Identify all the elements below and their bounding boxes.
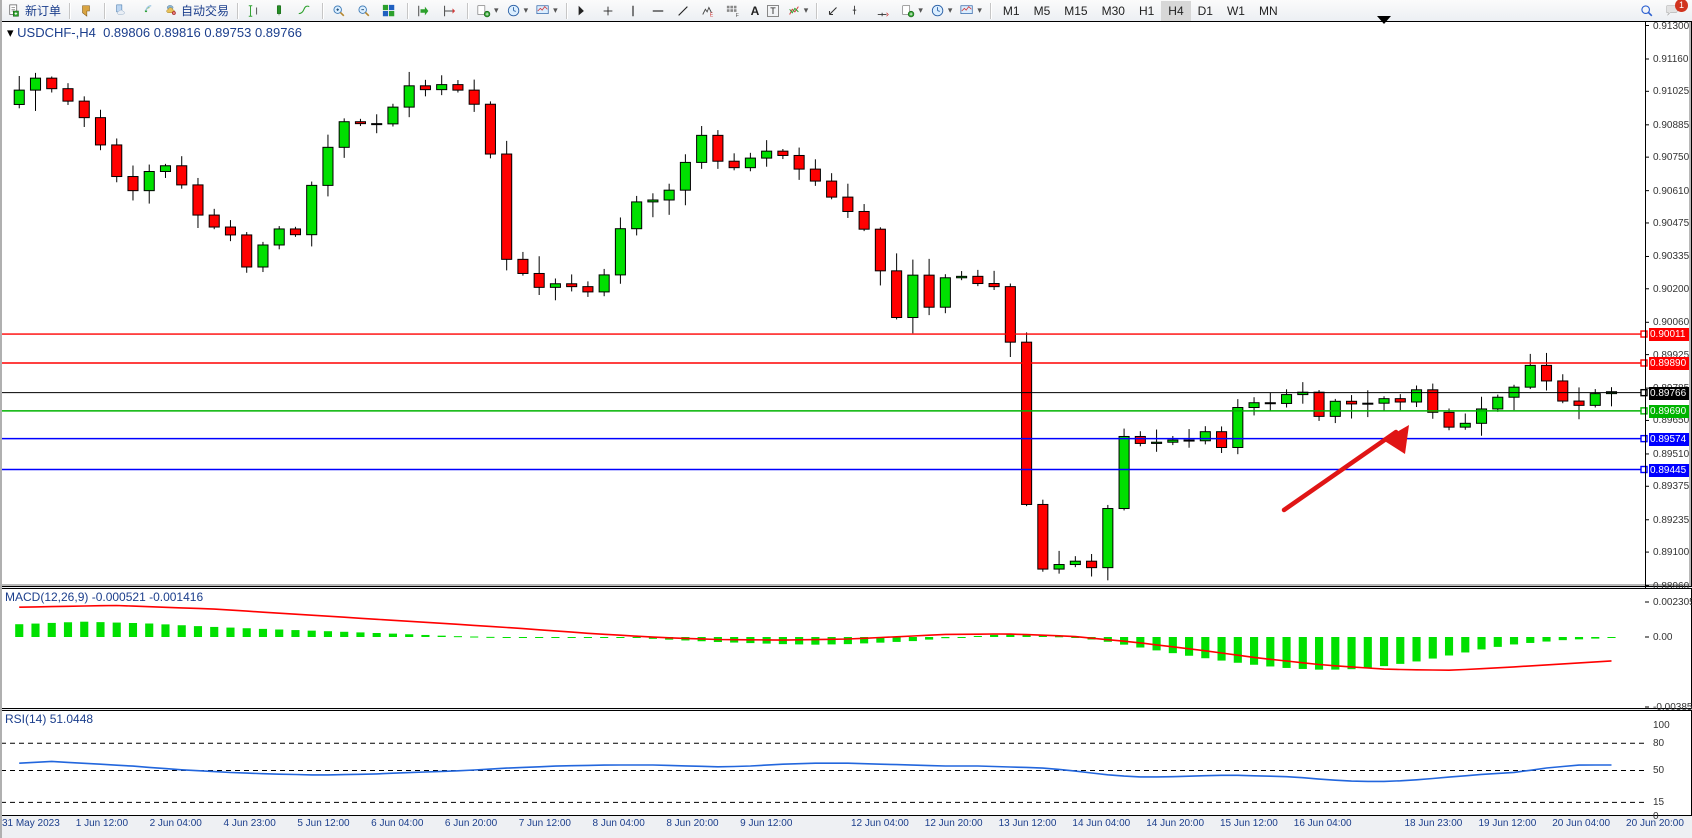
svg-text:E: E bbox=[709, 12, 713, 18]
svg-text:F: F bbox=[735, 13, 738, 18]
